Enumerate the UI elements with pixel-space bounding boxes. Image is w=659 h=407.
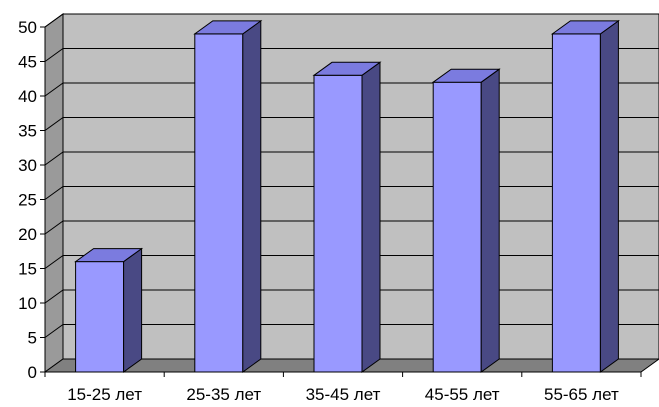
bar: [193, 19, 263, 373]
gridline: [44, 48, 659, 62]
y-tick-label: 10: [18, 294, 37, 313]
y-axis: 0 5 10 15 20 25 30 35 40 45 50: [18, 18, 46, 382]
x-category-label: 35-45 лет: [306, 385, 381, 404]
x-category-label: 55-65 лет: [544, 385, 619, 404]
y-tick-label: 45: [18, 53, 37, 72]
y-tick-label: 5: [28, 329, 37, 348]
bar-top: [312, 61, 382, 76]
bar-side: [242, 19, 262, 373]
bar-top: [550, 20, 620, 35]
x-category-label: 25-35 лет: [186, 385, 261, 404]
x-category-label: 45-55 лет: [425, 385, 500, 404]
y-tick-label: 50: [18, 18, 37, 37]
bar: [431, 68, 501, 373]
y-tick-label: 0: [28, 363, 37, 382]
gridline: [44, 13, 659, 28]
bar-front: [551, 33, 601, 373]
bar: [74, 247, 144, 373]
bar-top: [431, 68, 501, 83]
x-category-label: 15-25 лет: [67, 385, 142, 404]
y-tick-label: 25: [18, 191, 37, 210]
bar-top: [193, 20, 263, 35]
bar-side: [123, 247, 143, 373]
bar-front: [194, 33, 244, 373]
y-tick-label: 15: [18, 260, 37, 279]
bar-front: [75, 261, 125, 373]
bar-front: [432, 81, 482, 373]
bar: [550, 19, 620, 373]
bar-side: [480, 68, 500, 373]
bar: [312, 61, 382, 373]
x-axis: 15-25 лет 25-35 лет 35-45 лет 45-55 лет 55-6…: [44, 371, 642, 404]
bar-side: [361, 61, 381, 373]
bar-side: [599, 19, 619, 373]
y-tick-label: 35: [18, 122, 37, 141]
bars: [74, 19, 620, 373]
y-tick-label: 20: [18, 225, 37, 244]
y-tick-label: 30: [18, 156, 37, 175]
bar-top: [74, 248, 144, 263]
bar-front: [313, 74, 363, 373]
y-tick-label: 40: [18, 87, 37, 106]
